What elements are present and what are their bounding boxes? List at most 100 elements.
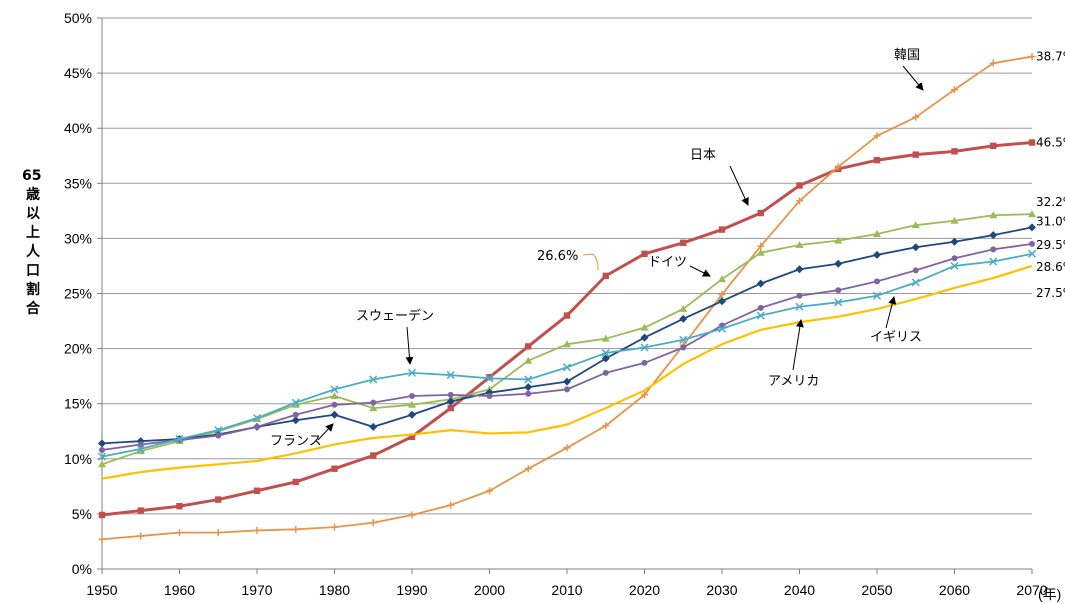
y-tick-label: 35% bbox=[64, 175, 92, 191]
y-tick-label: 50% bbox=[64, 10, 92, 26]
data-point bbox=[214, 426, 223, 435]
annotations: 韓国 日本 26.6% ドイツ スウェーデン フランス イギリス アメリカ bbox=[270, 48, 924, 449]
data-point bbox=[989, 257, 998, 266]
leader-japan-2015 bbox=[582, 253, 599, 271]
data-point bbox=[408, 410, 416, 419]
data-point bbox=[562, 363, 572, 372]
data-point bbox=[331, 401, 338, 408]
annotation-korea: 韓国 bbox=[894, 48, 920, 63]
y-tick-label: 15% bbox=[64, 396, 92, 412]
end-value-label: 29.5% bbox=[1036, 238, 1065, 252]
x-tick-label: 2070 bbox=[1016, 582, 1047, 598]
data-point bbox=[485, 374, 494, 383]
data-point bbox=[330, 410, 339, 419]
data-point bbox=[407, 368, 417, 377]
end-value-label: 28.6% bbox=[1036, 260, 1065, 274]
y-tick-label: 0% bbox=[72, 561, 92, 577]
series-5 bbox=[97, 249, 1037, 461]
arrow-uk bbox=[885, 296, 897, 329]
data-point bbox=[447, 501, 455, 509]
data-point bbox=[951, 255, 958, 262]
data-point bbox=[331, 523, 338, 531]
data-point bbox=[950, 261, 959, 270]
data-point bbox=[912, 113, 920, 121]
data-point bbox=[564, 386, 570, 393]
data-point bbox=[1028, 223, 1036, 232]
data-point bbox=[795, 302, 804, 311]
data-point bbox=[137, 507, 144, 514]
data-point bbox=[912, 151, 919, 158]
data-point bbox=[834, 236, 843, 244]
data-point bbox=[486, 374, 493, 381]
arrow-usa bbox=[792, 319, 804, 371]
data-point bbox=[563, 377, 571, 386]
y-tick-label: 20% bbox=[64, 341, 92, 357]
data-point bbox=[291, 400, 300, 408]
data-point bbox=[137, 441, 144, 448]
data-point bbox=[601, 334, 610, 342]
data-point bbox=[291, 398, 300, 407]
y-tick-label: 30% bbox=[64, 230, 92, 246]
x-tick-label: 1990 bbox=[396, 582, 427, 598]
end-labels: 46.5% 38.7% 32.2% 31.0% 29.5% 28.6% 27.5% bbox=[1036, 50, 1065, 300]
x-tick-label: 2020 bbox=[629, 582, 660, 598]
data-point bbox=[1029, 240, 1035, 247]
data-point bbox=[98, 439, 106, 448]
y-tick-label: 25% bbox=[64, 286, 92, 302]
data-point bbox=[252, 413, 262, 423]
series-2 bbox=[98, 210, 1036, 468]
data-point bbox=[796, 197, 803, 205]
series-group bbox=[97, 53, 1037, 543]
series-0 bbox=[98, 139, 1036, 519]
y-axis-title: 65 歳以上人口割合 bbox=[22, 168, 41, 317]
data-point bbox=[796, 182, 803, 189]
data-point bbox=[641, 359, 648, 366]
series-line bbox=[101, 264, 1033, 480]
data-point bbox=[873, 132, 881, 140]
data-point bbox=[835, 287, 842, 294]
x-tick-label: 2050 bbox=[861, 582, 892, 598]
data-point bbox=[757, 304, 764, 311]
data-point bbox=[795, 241, 804, 249]
data-point bbox=[486, 392, 493, 399]
data-point bbox=[215, 496, 222, 503]
data-point bbox=[1028, 210, 1036, 218]
data-point bbox=[640, 323, 649, 331]
data-point bbox=[330, 391, 339, 399]
series-line bbox=[101, 55, 1033, 541]
y-axis-ticks: 0% 5% 10% 15% 20% 25% 30% 35% 40% 45% 50% bbox=[64, 10, 102, 577]
data-point bbox=[136, 447, 145, 455]
data-point bbox=[525, 390, 532, 397]
data-point bbox=[1027, 249, 1037, 258]
data-point bbox=[97, 452, 107, 461]
data-point bbox=[524, 356, 533, 364]
data-point bbox=[486, 487, 493, 495]
data-point bbox=[756, 311, 765, 320]
data-point bbox=[214, 529, 222, 537]
series-6 bbox=[101, 264, 1033, 480]
data-point bbox=[370, 399, 377, 406]
data-point bbox=[370, 452, 377, 459]
data-point bbox=[912, 267, 919, 274]
x-tick-label: 1950 bbox=[86, 582, 117, 598]
data-point bbox=[369, 404, 378, 412]
data-point bbox=[253, 526, 261, 534]
data-point bbox=[951, 148, 958, 155]
x-tick-label: 2060 bbox=[939, 582, 970, 598]
data-point bbox=[253, 487, 261, 494]
data-point bbox=[872, 291, 882, 300]
data-point bbox=[756, 279, 765, 288]
data-point bbox=[408, 400, 416, 408]
data-point bbox=[950, 216, 959, 224]
data-point bbox=[408, 511, 416, 519]
y-tick-label: 40% bbox=[64, 120, 92, 136]
data-point bbox=[796, 292, 803, 299]
data-point bbox=[136, 444, 145, 453]
data-point bbox=[563, 444, 571, 452]
data-point bbox=[756, 248, 765, 256]
arrow-germany bbox=[689, 265, 711, 277]
data-point bbox=[990, 246, 997, 253]
data-point bbox=[524, 465, 532, 473]
data-point bbox=[99, 446, 105, 453]
series-4 bbox=[99, 240, 1035, 453]
